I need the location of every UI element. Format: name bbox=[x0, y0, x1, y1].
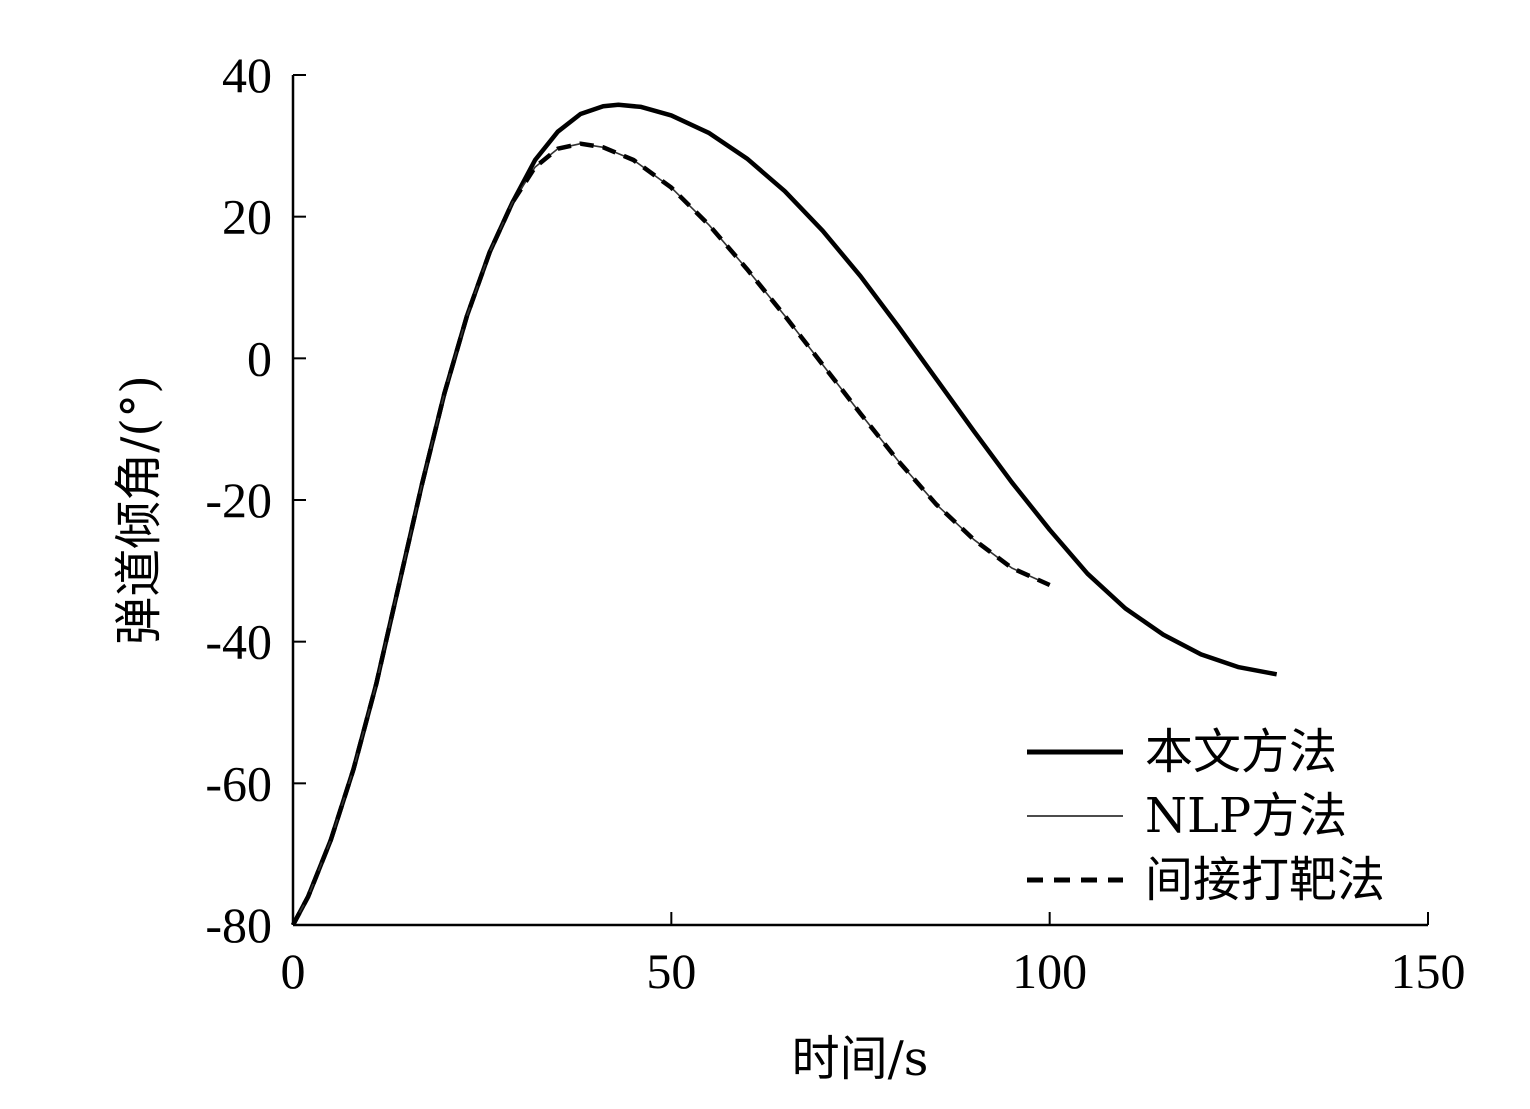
y-axis-title: 弹道倾角/(°) bbox=[111, 375, 167, 645]
x-axis-title: 时间/s bbox=[792, 1031, 929, 1087]
y-ticks: 40 20 0 -20 -40 -60 -80 bbox=[205, 47, 306, 953]
series-line-2 bbox=[292, 142, 1051, 926]
legend-label-series-3: 间接打靶法 bbox=[1145, 852, 1385, 908]
legend-label-series-1: 本文方法 bbox=[1145, 724, 1337, 780]
x-tick-label: 150 bbox=[1391, 943, 1466, 999]
y-tick-label: -20 bbox=[205, 472, 272, 528]
x-tick-label: 50 bbox=[646, 943, 696, 999]
y-tick-label: 20 bbox=[222, 189, 272, 245]
y-tick-label: -60 bbox=[205, 755, 272, 811]
y-tick-label: -80 bbox=[205, 897, 272, 953]
y-tick-label: -40 bbox=[205, 614, 272, 670]
y-tick-label: 0 bbox=[247, 330, 272, 386]
y-tick-label: 40 bbox=[222, 47, 272, 103]
legend-label-series-2: NLP方法 bbox=[1145, 788, 1347, 844]
legend: 本文方法 NLP方法 间接打靶法 bbox=[1027, 724, 1385, 908]
series-line-3 bbox=[291, 141, 1051, 927]
x-tick-label: 0 bbox=[281, 943, 306, 999]
x-ticks: 0 50 100 150 bbox=[281, 912, 1466, 999]
series-line-1 bbox=[291, 102, 1278, 927]
x-tick-label: 100 bbox=[1012, 943, 1087, 999]
series-lines bbox=[291, 102, 1278, 927]
